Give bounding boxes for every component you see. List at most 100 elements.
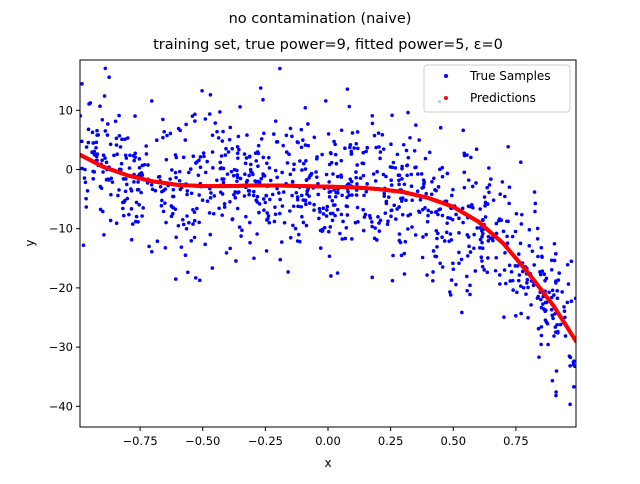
- true-sample-point: [376, 131, 381, 135]
- true-sample-point: [329, 151, 333, 156]
- true-sample-point: [315, 155, 319, 159]
- true-sample-point: [181, 155, 186, 160]
- true-sample-point: [273, 119, 278, 123]
- true-sample-point: [134, 200, 139, 205]
- true-sample-point: [270, 192, 275, 197]
- true-sample-point: [163, 187, 168, 191]
- true-sample-point: [551, 316, 555, 321]
- true-sample-point: [164, 220, 168, 225]
- true-sample-point: [141, 206, 145, 210]
- true-sample-point: [304, 178, 309, 182]
- true-sample-point: [221, 166, 226, 171]
- true-sample-point: [462, 170, 467, 175]
- true-sample-point: [325, 204, 330, 209]
- true-sample-point: [406, 110, 410, 115]
- true-sample-point: [265, 211, 270, 215]
- true-sample-point: [235, 179, 239, 183]
- true-sample-point: [498, 192, 503, 197]
- true-sample-point: [168, 177, 172, 181]
- true-sample-point: [540, 254, 544, 259]
- true-sample-point: [312, 135, 317, 140]
- true-sample-point: [137, 202, 141, 207]
- true-sample-point: [539, 297, 543, 302]
- true-sample-point: [84, 145, 89, 149]
- true-sample-point: [483, 204, 487, 208]
- true-sample-point: [121, 213, 126, 218]
- true-sample-point: [119, 167, 123, 172]
- true-sample-point: [177, 169, 182, 174]
- true-sample-point: [471, 205, 475, 210]
- true-sample-point: [192, 235, 197, 240]
- true-sample-point: [331, 172, 335, 176]
- true-sample-point: [81, 243, 86, 248]
- true-sample-point: [80, 139, 84, 144]
- true-sample-point: [566, 282, 571, 286]
- y-tick-label: 10: [58, 103, 73, 117]
- true-sample-point: [516, 252, 521, 256]
- true-sample-point: [550, 288, 555, 293]
- true-sample-point: [421, 178, 426, 183]
- true-sample-point: [425, 273, 429, 277]
- true-sample-point: [462, 185, 467, 190]
- true-sample-point: [158, 184, 163, 189]
- true-sample-point: [133, 114, 137, 118]
- true-sample-point: [397, 173, 402, 178]
- true-sample-point: [333, 203, 337, 207]
- true-sample-point: [480, 217, 485, 222]
- true-sample-point: [84, 196, 88, 201]
- true-sample-point: [271, 132, 276, 136]
- true-sample-point: [478, 207, 482, 211]
- true-sample-point: [436, 185, 441, 189]
- true-sample-point: [498, 282, 502, 286]
- true-sample-point: [375, 169, 379, 174]
- true-sample-point: [304, 158, 308, 163]
- true-sample-point: [459, 257, 464, 262]
- true-sample-point: [169, 204, 174, 208]
- true-sample-point: [280, 170, 284, 175]
- true-sample-point: [451, 261, 455, 266]
- true-sample-point: [300, 168, 304, 172]
- true-sample-point: [197, 158, 201, 163]
- true-sample-point: [149, 183, 154, 187]
- true-sample-point: [486, 234, 491, 239]
- true-sample-point: [400, 212, 405, 217]
- true-sample-point: [350, 131, 355, 135]
- true-sample-point: [539, 333, 544, 338]
- true-sample-point: [414, 123, 418, 127]
- true-sample-point: [550, 378, 555, 383]
- true-sample-point: [373, 179, 378, 183]
- true-sample-point: [170, 194, 175, 199]
- true-sample-point: [503, 251, 507, 255]
- true-sample-point: [449, 278, 454, 282]
- true-sample-point: [335, 207, 340, 212]
- true-sample-point: [200, 88, 204, 93]
- true-sample-point: [361, 150, 366, 155]
- true-sample-point: [187, 220, 191, 225]
- true-sample-point: [501, 229, 506, 234]
- true-sample-point: [497, 273, 502, 277]
- true-sample-point: [267, 166, 272, 170]
- true-sample-point: [485, 185, 489, 190]
- legend: True Samples Predictions: [423, 64, 571, 113]
- true-sample-point: [436, 231, 440, 236]
- true-sample-point: [243, 172, 247, 176]
- true-sample-point: [519, 160, 523, 165]
- true-sample-point: [543, 309, 547, 314]
- true-sample-point: [556, 329, 560, 334]
- true-sample-point: [327, 180, 331, 184]
- true-sample-point: [305, 189, 309, 193]
- true-sample-point: [259, 137, 264, 141]
- true-sample-point: [202, 154, 206, 159]
- true-sample-point: [273, 168, 278, 173]
- true-sample-point: [242, 194, 247, 198]
- true-sample-point: [546, 342, 550, 347]
- true-sample-point: [246, 188, 251, 193]
- true-sample-point: [295, 197, 300, 202]
- true-sample-point: [210, 133, 215, 138]
- true-sample-point: [448, 232, 453, 236]
- true-sample-point: [162, 129, 166, 134]
- true-sample-point: [203, 117, 208, 121]
- true-sample-point: [461, 128, 466, 133]
- true-sample-point: [107, 75, 111, 79]
- true-sample-point: [417, 138, 421, 142]
